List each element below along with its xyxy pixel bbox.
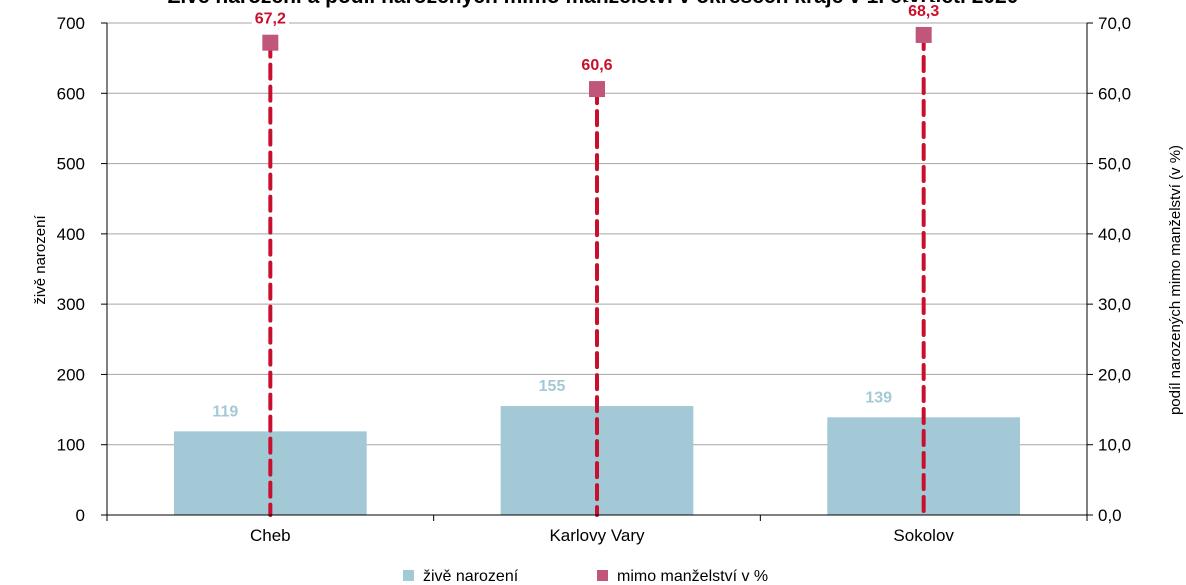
x-tick-label: Sokolov [893, 526, 954, 545]
point-data-label: 68,3 [908, 3, 939, 20]
y-tick-label-right: 20,0 [1098, 365, 1131, 384]
point-marker [262, 34, 279, 51]
y-tick-label-right: 60,0 [1098, 84, 1131, 103]
y-tick-label-right: 40,0 [1098, 225, 1131, 244]
y-tick-label-right: 50,0 [1098, 155, 1131, 174]
y-tick-label-left: 200 [57, 365, 85, 384]
bar-data-label: 119 [212, 403, 238, 420]
y-tick-label-left: 500 [57, 155, 85, 174]
y-tick-label-right: 30,0 [1098, 295, 1131, 314]
legend-swatch-births [403, 570, 414, 581]
y-tick-label-left: 0 [76, 506, 85, 525]
bar-data-label: 155 [539, 378, 566, 395]
y-tick-label-left: 400 [57, 225, 85, 244]
y-tick-label-right: 70,0 [1098, 14, 1131, 33]
point-label-background [578, 56, 616, 76]
point-label-background [251, 9, 290, 29]
y-tick-label-left: 600 [57, 84, 85, 103]
y-tick-label-left: 100 [57, 436, 85, 455]
legend-label-extramarital: mimo manželství v % [617, 568, 768, 585]
point-marker [915, 26, 932, 43]
data-labels: 119 155 139 67,2 60,6 68,3 [209, 1, 943, 422]
legend-label-births: živě narození [423, 568, 519, 585]
point-label-background [905, 1, 943, 21]
bar-data-label: 139 [865, 389, 892, 406]
point-marker [589, 81, 605, 98]
y-axis-right-title: podíl narozených mimo manželství (v %) [1167, 145, 1184, 415]
y-tick-label-right: 10,0 [1098, 436, 1131, 455]
bar-label-background [209, 402, 242, 422]
chart-title: Živě narození a podíl narozených mimo ma… [168, 0, 1019, 8]
x-tick-label: Cheb [250, 526, 291, 545]
legend-swatch-extramarital [597, 570, 608, 581]
point-data-label: 60,6 [581, 57, 612, 74]
y-tick-label-left: 700 [57, 14, 85, 33]
point-data-label: 67,2 [255, 11, 286, 28]
legend: živě narození mimo manželství v % [403, 568, 768, 585]
x-tick-label: Karlovy Vary [549, 526, 645, 545]
bar-label-background [535, 377, 569, 397]
axes [101, 22, 1093, 521]
bar-label-background [862, 388, 896, 408]
y-axis-left-title: živě narození [32, 215, 49, 305]
y-tick-label-right: 0,0 [1098, 506, 1122, 525]
tick-labels: 0 100 200 300 400 500 600 700 0,0 10,0 20,0 30,0 40,… [57, 14, 1131, 545]
y-tick-label-left: 300 [57, 295, 85, 314]
drop-lines [262, 26, 932, 517]
